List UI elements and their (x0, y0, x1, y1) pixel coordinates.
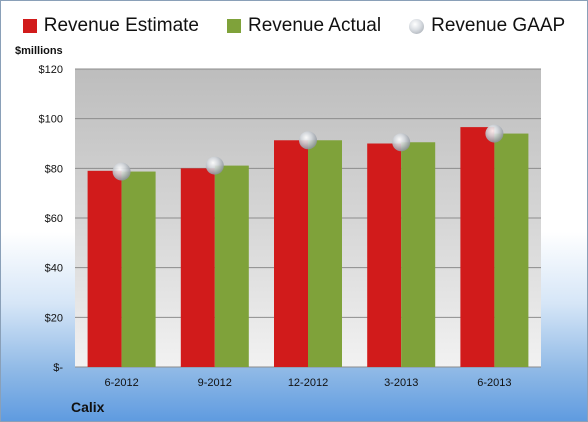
legend-item-actual: Revenue Actual (227, 15, 381, 37)
x-tick-label: 3-2013 (384, 377, 418, 389)
company-label: Calix (71, 399, 105, 415)
y-tick-label: $80 (45, 163, 63, 175)
legend-item-estimate: Revenue Estimate (22, 15, 199, 37)
bar-revenue-actual (401, 142, 436, 367)
y-tick-label: $- (53, 362, 63, 374)
bar-revenue-actual (121, 171, 156, 367)
y-tick-label: $20 (45, 312, 63, 324)
legend-swatch-estimate (22, 19, 37, 33)
legend: Revenue Estimate Revenue Actual Revenue … (1, 15, 587, 37)
legend-label-estimate: Revenue Estimate (43, 15, 199, 36)
bar-revenue-actual (494, 133, 529, 367)
bar-revenue-actual (308, 140, 342, 367)
bar-revenue-estimate (460, 127, 495, 367)
bar-revenue-estimate (180, 168, 215, 367)
y-tick-label: $100 (39, 114, 63, 126)
legend-item-gaap: Revenue GAAP (409, 15, 565, 37)
x-tick-label: 6-2013 (477, 377, 511, 389)
bar-revenue-estimate (367, 143, 402, 367)
y-tick-label: $120 (39, 64, 63, 76)
legend-swatch-gaap (409, 18, 425, 34)
marker-revenue-gaap (485, 124, 504, 143)
y-tick-label: $40 (45, 263, 63, 275)
marker-revenue-gaap (392, 133, 411, 152)
legend-label-actual: Revenue Actual (248, 15, 382, 36)
x-tick-label: 9-2012 (198, 377, 232, 389)
marker-revenue-gaap (112, 162, 131, 181)
marker-revenue-gaap (299, 131, 317, 150)
bar-revenue-estimate (87, 170, 122, 367)
marker-revenue-gaap (205, 156, 224, 175)
x-tick-label: 12-2012 (288, 377, 328, 389)
y-axis-unit-label: $millions (15, 45, 63, 57)
y-tick-label: $60 (45, 213, 63, 225)
legend-label-gaap: Revenue GAAP (431, 15, 566, 36)
bar-revenue-actual (214, 165, 249, 367)
legend-swatch-actual (227, 19, 241, 33)
bar-revenue-estimate (274, 140, 308, 367)
x-tick-label: 6-2012 (104, 377, 138, 389)
